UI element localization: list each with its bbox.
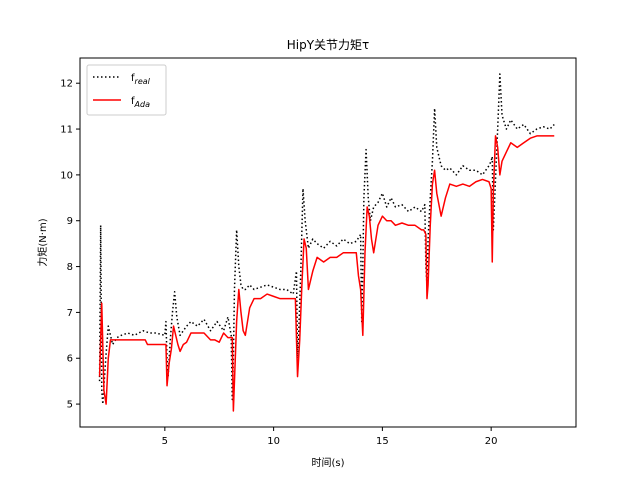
legend: freal fAda [86, 64, 167, 116]
legend-label-real-sub: real [135, 77, 151, 86]
series-line-real [98, 73, 555, 405]
x-axis-label: 时间(s) [311, 456, 344, 469]
y-tick-label: 9 [67, 216, 73, 227]
x-tick-label: 20 [485, 436, 498, 447]
y-axis-label: 力矩(N·m) [36, 218, 49, 266]
y-tick-label: 12 [60, 79, 73, 90]
legend-label-ada-sub: Ada [134, 100, 151, 109]
legend-label-ada-main: f [131, 96, 135, 107]
legend-label-real-main: f [131, 73, 135, 84]
plot-frame [79, 57, 577, 428]
series-line-ada [98, 135, 555, 412]
y-tick-label: 8 [67, 262, 73, 273]
y-tick-label: 6 [67, 354, 73, 365]
y-tick-label: 11 [60, 125, 73, 136]
legend-label-real: freal [131, 73, 151, 86]
x-tick-label: 15 [376, 436, 389, 447]
x-tick-label: 10 [267, 436, 280, 447]
legend-label-ada: fAda [131, 96, 150, 109]
y-tick-label: 10 [60, 170, 73, 181]
chart-title: HipY关节力矩τ [287, 38, 370, 52]
y-tick-label: 5 [67, 400, 73, 411]
x-tick-label: 5 [162, 436, 168, 447]
legend-box [86, 64, 167, 116]
y-tick-label: 7 [67, 308, 73, 319]
